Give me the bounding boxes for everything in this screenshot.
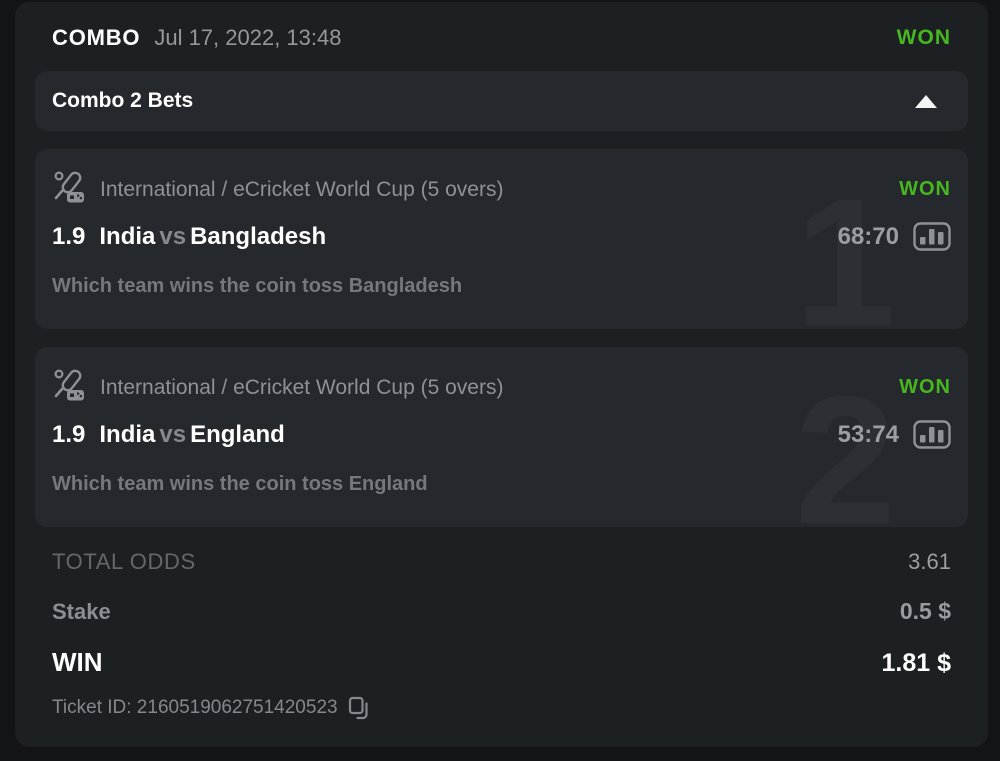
vs-label: vs <box>159 222 187 250</box>
vs-label: vs <box>159 420 187 448</box>
home-team: India <box>99 420 156 448</box>
combo-bets-toggle[interactable]: Combo 2 Bets <box>35 71 968 131</box>
stake-row: Stake 0.5 $ <box>52 598 951 625</box>
copy-icon[interactable] <box>348 696 370 720</box>
bet-selection-row: 1.9 India vs England 53:74 <box>52 420 951 449</box>
score-block: 53:74 <box>838 420 951 449</box>
match-score: 53:74 <box>837 420 899 448</box>
win-label: WIN <box>52 647 103 677</box>
match-teams: India vs England <box>99 421 284 449</box>
win-value: 1.81 $ <box>881 649 951 677</box>
match-score: 68:70 <box>837 222 899 250</box>
market-outcome-text: Which team wins the coin toss Bangladesh <box>52 275 463 297</box>
score-block: 68:70 <box>838 222 951 251</box>
bet-card-1: 1 International / eCricket World Cup (5 … <box>35 149 968 329</box>
bar-chart-icon[interactable] <box>913 420 951 449</box>
stake-value: 0.5 $ <box>899 598 951 624</box>
ticket-id-row: Ticket ID: 2160519062751420523 <box>52 696 951 720</box>
total-odds-row: TOTAL ODDS 3.61 <box>52 549 951 575</box>
ecricket-icon <box>52 169 88 210</box>
bar-chart-icon[interactable] <box>913 222 951 251</box>
ticket-summary: TOTAL ODDS 3.61 Stake 0.5 $ WIN 1.81 $ T… <box>35 549 968 720</box>
bet-status-badge: WON <box>899 376 951 398</box>
bet-status-badge: WON <box>899 178 951 200</box>
bet-selection-row: 1.9 India vs Bangladesh 68:70 <box>52 222 951 251</box>
ticket-id-text: Ticket ID: 2160519062751420523 <box>52 697 338 718</box>
ecricket-icon <box>52 367 88 408</box>
chevron-up-icon[interactable] <box>915 94 937 108</box>
combo-bets-label: Combo 2 Bets <box>52 89 194 112</box>
bet-type-label: COMBO <box>52 25 141 50</box>
bet-league-row: International / eCricket World Cup (5 ov… <box>52 367 951 408</box>
home-team: India <box>99 222 156 250</box>
odds-value: 1.9 <box>52 222 86 250</box>
away-team: England <box>190 420 285 448</box>
ticket-status-badge: WON <box>896 26 951 49</box>
match-teams: India vs Bangladesh <box>99 223 326 251</box>
bet-date: Jul 17, 2022, 13:48 <box>154 25 342 50</box>
ticket-header: COMBO Jul 17, 2022, 13:48 WON <box>35 18 968 56</box>
stake-label: Stake <box>52 599 111 624</box>
league-name: International / eCricket World Cup (5 ov… <box>100 375 504 399</box>
league-name: International / eCricket World Cup (5 ov… <box>100 177 504 201</box>
odds-value: 1.9 <box>52 420 86 448</box>
total-odds-value: 3.61 <box>908 549 951 574</box>
away-team: Bangladesh <box>190 222 327 250</box>
total-odds-label: TOTAL ODDS <box>52 549 196 574</box>
combo-ticket-card: COMBO Jul 17, 2022, 13:48 WON Combo 2 Be… <box>15 2 988 747</box>
win-row: WIN 1.81 $ <box>52 647 951 678</box>
bet-card-2: 2 International / eCricket World Cup (5 … <box>35 347 968 527</box>
bet-league-row: International / eCricket World Cup (5 ov… <box>52 169 951 210</box>
market-outcome-text: Which team wins the coin toss England <box>52 473 428 495</box>
